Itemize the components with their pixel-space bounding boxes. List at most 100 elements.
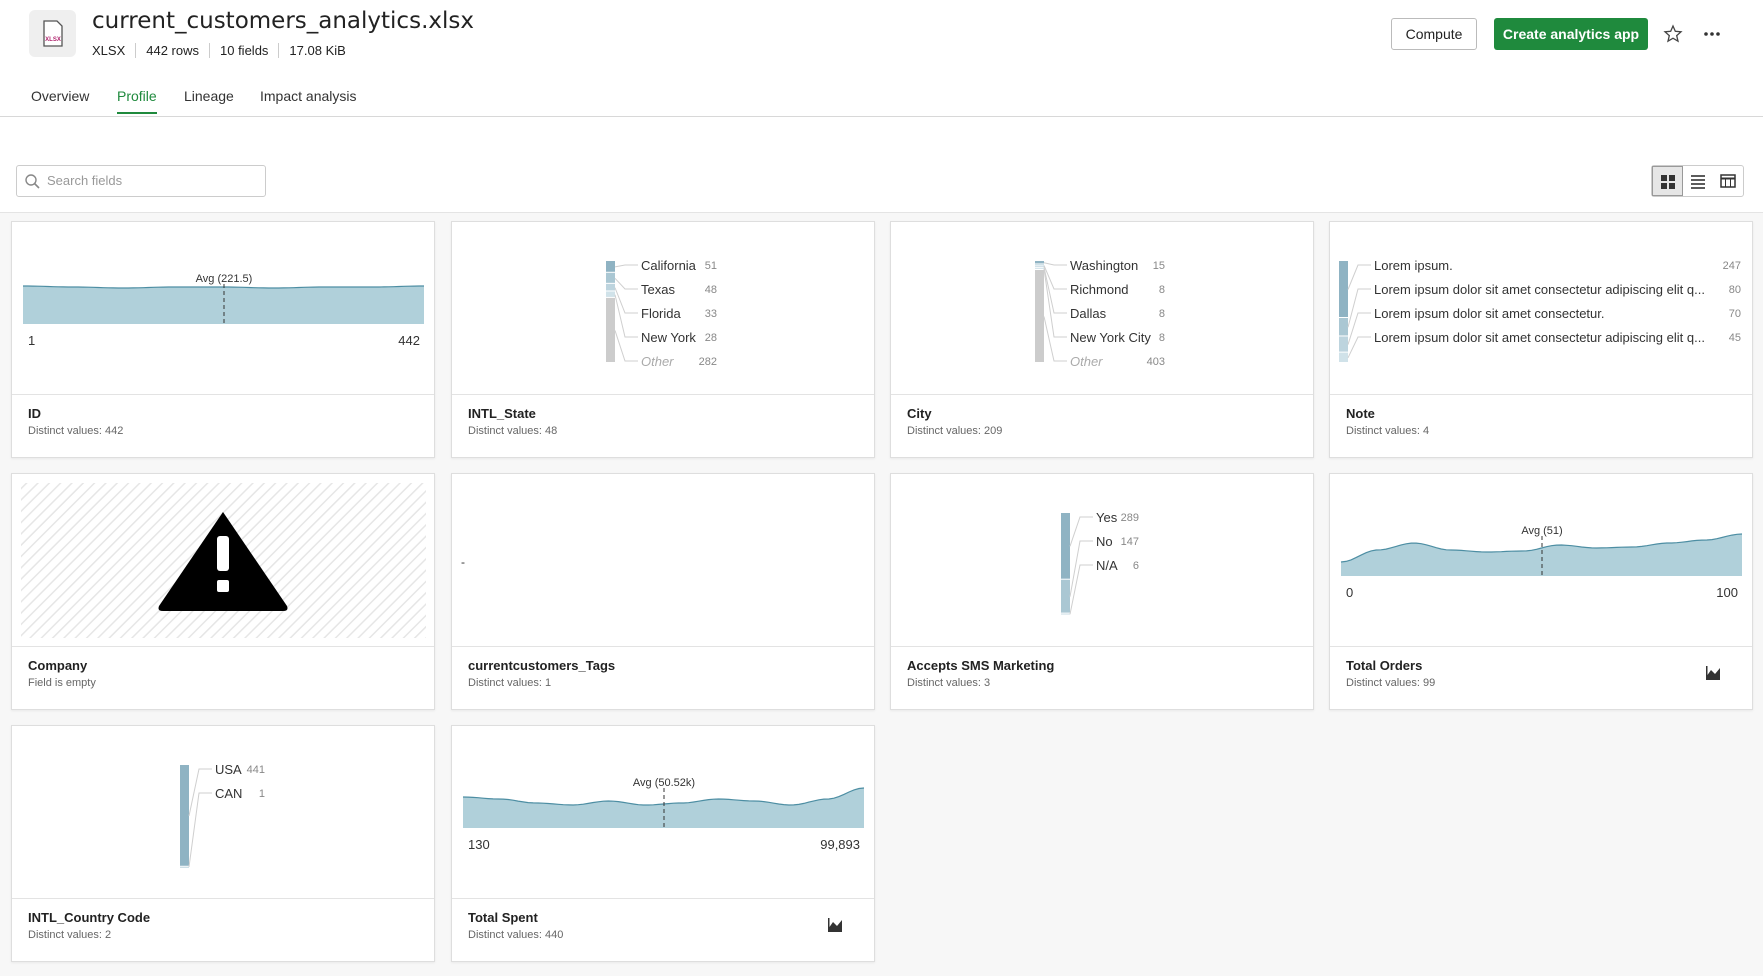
connector-line (188, 768, 212, 816)
compute-button[interactable]: Compute (1391, 18, 1477, 50)
value-count: 8 (1159, 284, 1165, 296)
field-name: ID (28, 406, 41, 421)
value-label: New York City (1070, 330, 1151, 345)
frequency-segment (606, 272, 615, 283)
file-icon-graphic: XLSX (43, 20, 63, 47)
card-divider (891, 394, 1313, 395)
frequency-segment (606, 291, 615, 297)
field-card[interactable]: Yes 289 No 147 N/A 6 Accepts SMS Marketing Dist… (890, 473, 1314, 710)
field-card[interactable]: Avg (51) 0 100 Total Orders Distinct values:… (1329, 473, 1753, 710)
tab[interactable]: Lineage (184, 88, 234, 104)
field-card[interactable]: - currentcustomers_Tags Distinct values: 1 (451, 473, 875, 710)
file-icon: XLSX (29, 10, 76, 57)
value-count: 441 (247, 764, 265, 776)
value-label: No (1096, 534, 1113, 549)
field-card[interactable]: Washington 15 Richmond 8 Dallas 8 New York Cit… (890, 221, 1314, 458)
field-chart: - (461, 555, 465, 569)
card-divider (452, 394, 874, 395)
frequency-segment (606, 261, 615, 272)
meta-item: 442 rows (135, 43, 209, 58)
value-label: New York (641, 330, 696, 345)
connector-line (614, 294, 638, 338)
connector-line (1069, 564, 1093, 615)
value-label: CAN (215, 786, 242, 801)
field-subtitle: Distinct values: 4 (1346, 425, 1430, 437)
view-toggle (1651, 165, 1744, 197)
search-placeholder: Search fields (47, 173, 123, 188)
frequency-segment (1339, 261, 1348, 317)
value-label: Lorem ipsum dolor sit amet consectetur a… (1374, 330, 1705, 345)
frequency-segment (1339, 352, 1348, 362)
tab[interactable]: Impact analysis (260, 88, 357, 104)
file-type-text: XLSX (45, 37, 61, 43)
value-count: 289 (1121, 512, 1139, 524)
field-card[interactable]: Company Field is empty (11, 473, 435, 710)
chart-type-icon-shape (828, 918, 842, 932)
value-count: 147 (1121, 536, 1139, 548)
field-card[interactable]: Avg (50.52k) 130 99,893 Total Spent Distinct… (451, 725, 875, 962)
value-count: 403 (1147, 356, 1165, 368)
value-label: Washington (1070, 258, 1138, 273)
create-app-button[interactable]: Create analytics app (1494, 18, 1648, 50)
field-card[interactable]: Avg (221.5) 1 442 ID Distinct values: 442 (11, 221, 435, 458)
frequency-segment (1035, 264, 1044, 266)
connector-line (614, 264, 638, 268)
min-label: 1 (28, 333, 35, 348)
value-label: Yes (1096, 510, 1118, 525)
max-label: 100 (1716, 585, 1738, 600)
field-name: currentcustomers_Tags (468, 658, 616, 673)
field-card[interactable]: California 51 Texas 48 Florida 33 New York 28 Ot… (451, 221, 875, 458)
frequency-segment (1035, 270, 1044, 362)
field-chart: Avg (221.5) 1 442 (23, 273, 424, 348)
field-subtitle: Distinct values: 2 (28, 929, 112, 941)
value-label: Dallas (1070, 306, 1107, 321)
connector-line (1069, 516, 1093, 547)
value-label: Other (641, 354, 674, 369)
connector-line (1347, 336, 1371, 359)
field-name: INTL_Country Code (28, 910, 151, 925)
value-count: 247 (1723, 260, 1741, 272)
search-box[interactable]: Search fields (16, 165, 266, 197)
connector-line (614, 287, 638, 314)
frequency-segment (606, 297, 615, 362)
field-subtitle: Distinct values: 209 (907, 425, 1003, 437)
field-name: City (907, 406, 932, 421)
meta-item: 10 fields (209, 43, 278, 58)
list-view-button[interactable] (1683, 166, 1713, 196)
grid-view-button[interactable] (1652, 166, 1683, 196)
chart-type-icon-shape (1706, 666, 1720, 680)
card-divider (891, 646, 1313, 647)
field-name: Total Spent (468, 910, 538, 925)
field-card[interactable]: Lorem ipsum. 247 Lorem ipsum dolor sit ame… (1329, 221, 1753, 458)
field-chart: Avg (51) 0 100 (1340, 525, 1743, 600)
more-button[interactable] (1702, 24, 1722, 44)
density-area (463, 788, 864, 828)
value-count: 28 (705, 332, 717, 344)
field-subtitle: Distinct values: 48 (468, 425, 558, 437)
connector-line (1043, 262, 1067, 266)
connector-line (1347, 264, 1371, 290)
field-chart (21, 483, 426, 638)
value-count: 6 (1133, 560, 1139, 572)
frequency-segment (1061, 579, 1070, 613)
tab[interactable]: Overview (31, 88, 90, 104)
frequency-segment (1035, 261, 1044, 264)
value-count: 8 (1159, 332, 1165, 344)
frequency-segment (1061, 613, 1070, 615)
value-label: Lorem ipsum. (1374, 258, 1453, 273)
field-card[interactable]: USA 441 CAN 1 INTL_Country Code Distinct valu… (11, 725, 435, 962)
field-subtitle: Distinct values: 99 (1346, 677, 1436, 689)
table-view-button[interactable] (1713, 166, 1743, 196)
value-label: Other (1070, 354, 1103, 369)
favorite-button[interactable] (1663, 24, 1683, 44)
tab[interactable]: Profile (117, 88, 157, 114)
value-count: 80 (1729, 284, 1741, 296)
connector-line (188, 792, 212, 867)
meta-item: 17.08 KiB (278, 43, 355, 58)
field-subtitle: Distinct values: 440 (468, 929, 564, 941)
connector-line (1043, 267, 1067, 314)
density-area (1341, 534, 1742, 576)
connector-line (1043, 269, 1067, 338)
max-label: 442 (398, 333, 420, 348)
